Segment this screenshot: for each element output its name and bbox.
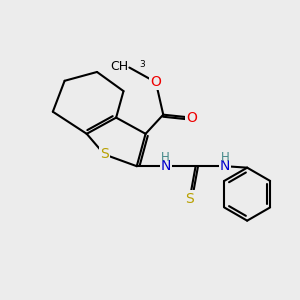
Text: O: O <box>151 75 161 89</box>
Text: H: H <box>161 151 170 164</box>
Text: S: S <box>185 192 194 206</box>
Text: 3: 3 <box>139 60 145 69</box>
Text: N: N <box>220 159 230 173</box>
Text: S: S <box>100 147 109 161</box>
Text: H: H <box>221 151 230 164</box>
Text: CH: CH <box>110 60 128 73</box>
Text: O: O <box>186 111 197 124</box>
Text: N: N <box>161 159 171 173</box>
